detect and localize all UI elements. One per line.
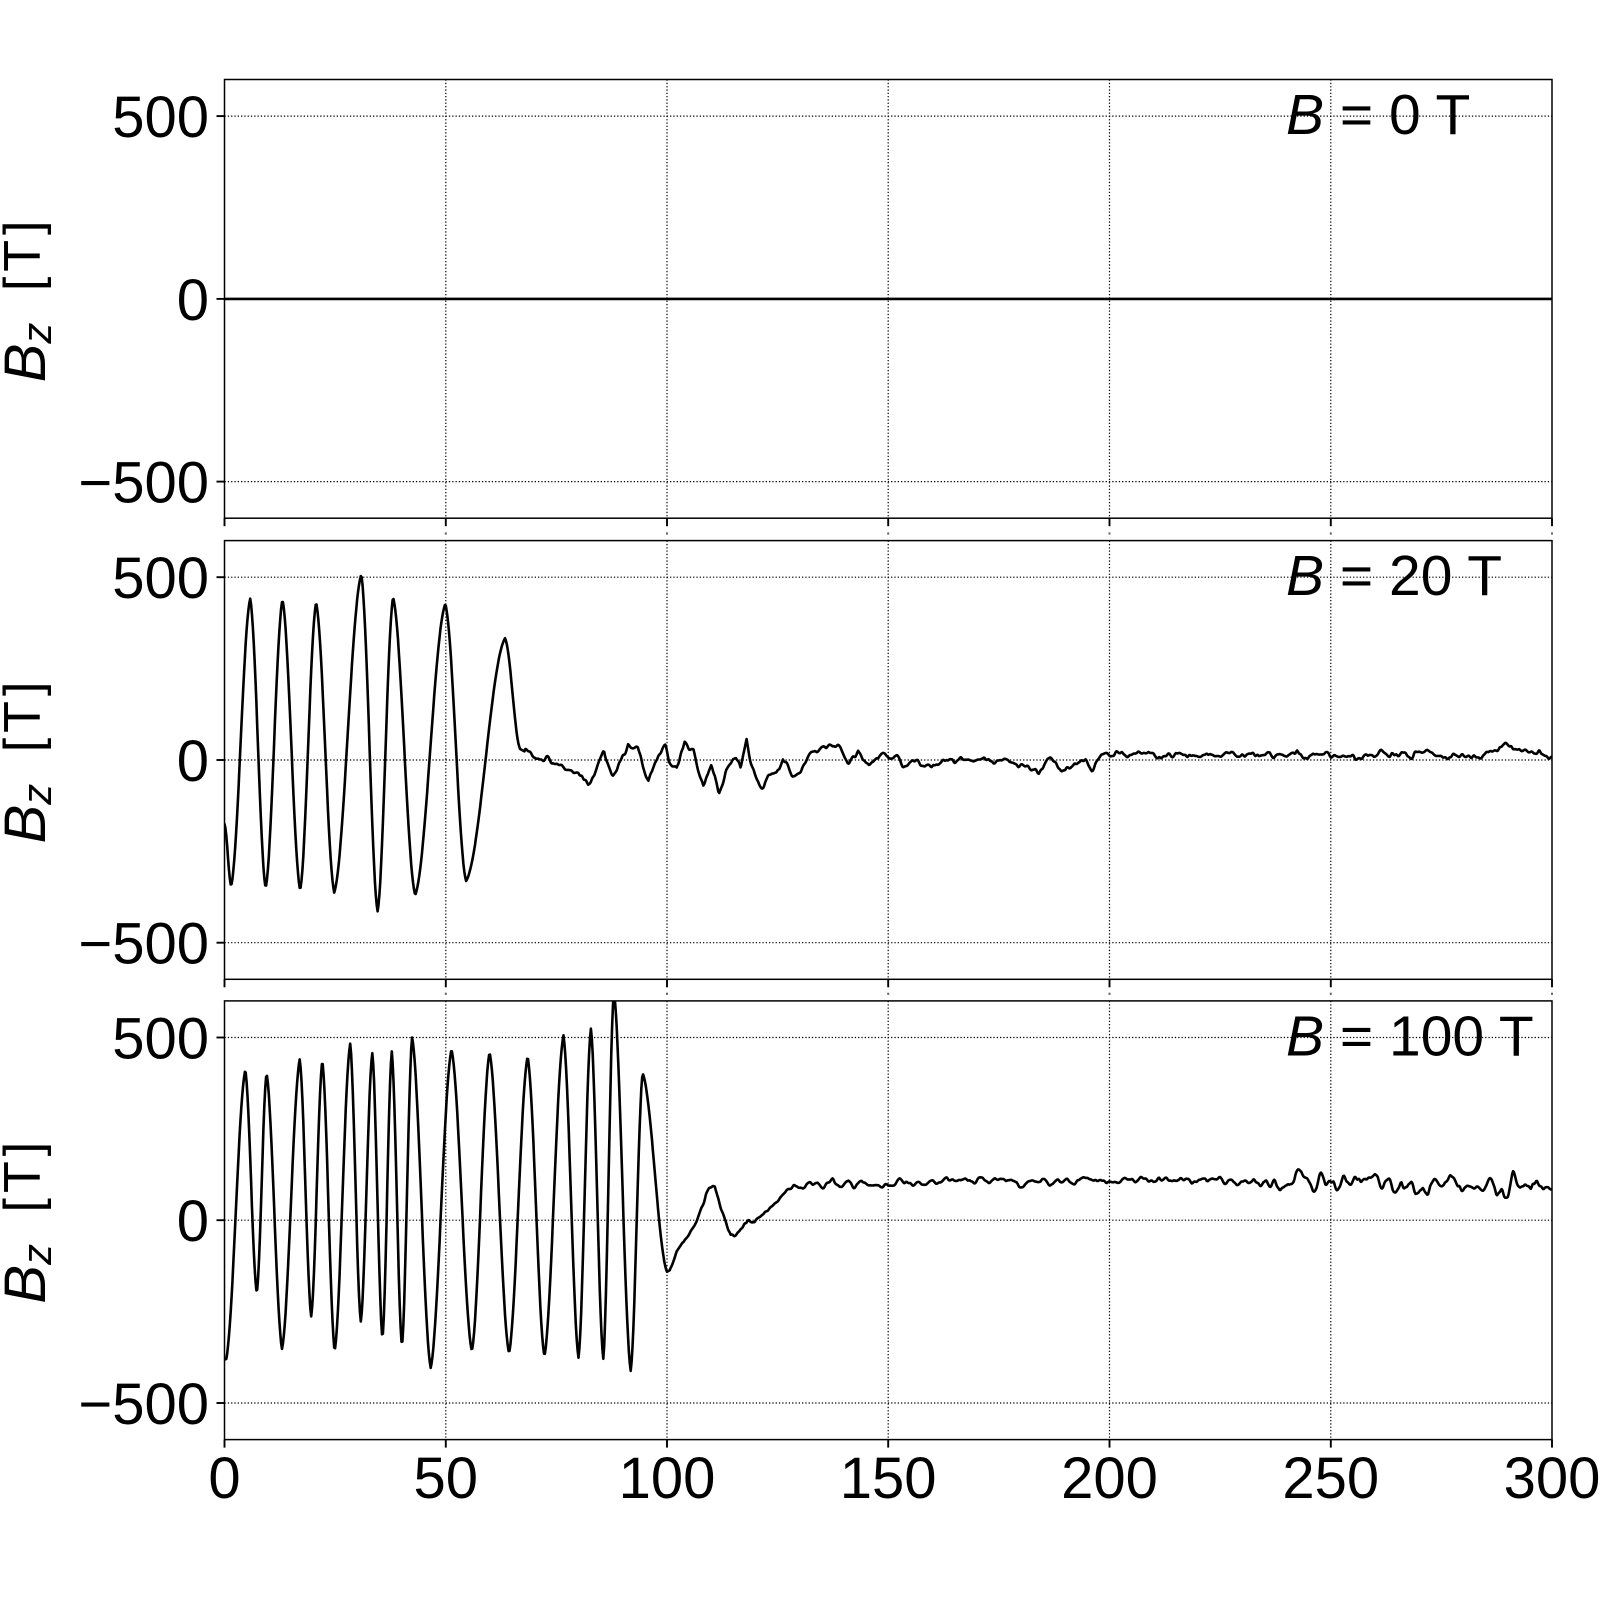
svg-text:Bz [T]: Bz [T] — [0, 1137, 60, 1304]
svg-text:250: 250 — [1282, 1446, 1379, 1511]
svg-text:200: 200 — [1061, 1446, 1158, 1511]
svg-text:−500: −500 — [78, 912, 209, 977]
svg-text:300: 300 — [1504, 1446, 1600, 1511]
svg-text:0: 0 — [177, 1189, 209, 1254]
svg-text:Bz [T]: Bz [T] — [0, 216, 60, 383]
svg-text:150: 150 — [840, 1446, 937, 1511]
svg-text:50: 50 — [414, 1446, 479, 1511]
svg-text:B = 0 T: B = 0 T — [1286, 83, 1470, 147]
svg-text:−500: −500 — [78, 1372, 209, 1437]
svg-text:500: 500 — [112, 546, 209, 611]
svg-text:500: 500 — [112, 85, 209, 150]
svg-text:B = 20 T: B = 20 T — [1286, 544, 1502, 608]
svg-text:−500: −500 — [78, 451, 209, 516]
svg-text:0: 0 — [177, 729, 209, 794]
svg-text:0: 0 — [208, 1446, 240, 1511]
svg-text:100: 100 — [619, 1446, 716, 1511]
svg-text:0: 0 — [177, 268, 209, 333]
svg-text:Bz [T]: Bz [T] — [0, 677, 60, 844]
svg-text:500: 500 — [112, 1007, 209, 1072]
svg-text:B = 100 T: B = 100 T — [1286, 1004, 1534, 1068]
